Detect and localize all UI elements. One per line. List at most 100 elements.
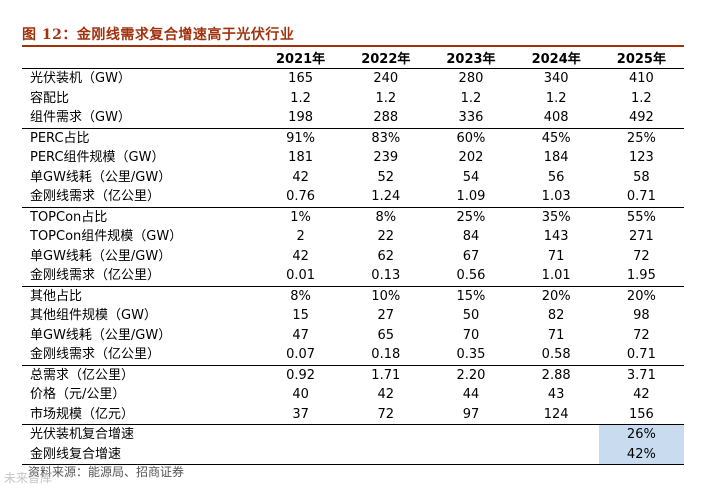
table-row: PERC占比 91% 83% 60% 45% 25% <box>22 128 684 148</box>
value-cell: 0.58 <box>513 345 599 366</box>
value-cell: 42 <box>292 248 309 264</box>
table-row: 金刚线需求（亿公里） 0.07 0.18 0.35 0.58 0.71 <box>22 345 684 366</box>
value-cell: 52 <box>377 169 395 185</box>
value-cell: 71 <box>547 327 565 343</box>
table-row: 单GW线耗（公里/GW） 47 65 70 71 72 <box>22 326 684 346</box>
value-cell: 1.03 <box>513 187 599 208</box>
value-cell: 43 <box>547 387 565 403</box>
value-cell: 340 <box>543 71 569 87</box>
value-cell: 184 <box>543 150 569 166</box>
table-row: TOPCon组件规模（GW） 2 22 84 143 271 <box>22 227 684 247</box>
value-cell: 67 <box>462 248 480 264</box>
value-cell: 202 <box>458 150 484 166</box>
value-cell <box>258 425 343 445</box>
table-row: TOPCon占比 1% 8% 25% 35% 55% <box>22 207 684 227</box>
table-row: 金刚线需求（亿公里） 0.01 0.13 0.56 1.01 1.95 <box>22 266 684 287</box>
value-cell: 1.2 <box>545 90 567 106</box>
table-row: 光伏装机复合增速 26% <box>22 424 684 445</box>
demand-table: 2021年 2022年 2023年 2024年 2025年 光伏装机（GW） 16… <box>22 47 684 465</box>
value-cell: 0.56 <box>428 266 514 287</box>
row-label: TOPCon占比 <box>30 209 108 225</box>
value-cell: 2 <box>296 229 305 245</box>
value-cell: 143 <box>543 229 569 245</box>
value-cell: 42 <box>377 387 395 403</box>
value-cell: 336 <box>428 108 514 129</box>
table-row: 组件需求（GW） 198 288 336 408 492 <box>22 108 684 129</box>
table-row: 市场规模（亿元） 37 72 97 124 156 <box>22 404 684 425</box>
value-cell: 288 <box>343 108 429 129</box>
value-cell <box>343 444 429 465</box>
table-row: 其他组件规模（GW） 15 27 50 82 98 <box>22 306 684 326</box>
header-row: 2021年 2022年 2023年 2024年 2025年 <box>22 47 684 69</box>
value-cell: 72 <box>633 248 650 264</box>
value-cell: 84 <box>462 229 480 245</box>
source-note: 资料来源：能源局、招商证券 <box>28 465 185 479</box>
row-label: 组件需求（GW） <box>22 108 258 129</box>
row-label: PERC组件规模（GW） <box>30 150 165 166</box>
value-cell: 239 <box>373 150 399 166</box>
row-label: 金刚线需求（亿公里） <box>22 345 258 366</box>
value-cell: 1.2 <box>290 90 311 106</box>
row-label: 单GW线耗（公里/GW） <box>30 327 172 343</box>
value-cell: 408 <box>513 108 599 129</box>
value-cell: 1.09 <box>428 187 514 208</box>
value-cell: 0.76 <box>258 187 344 208</box>
value-cell: 15 <box>292 308 309 324</box>
value-cell: 20% <box>541 288 571 304</box>
value-cell: 25% <box>456 209 486 225</box>
value-cell: 72 <box>343 404 429 425</box>
table-row: 单GW线耗（公里/GW） 42 62 67 71 72 <box>22 247 684 267</box>
value-cell: 60% <box>456 130 486 146</box>
value-cell: 25% <box>626 130 656 146</box>
value-cell: 181 <box>288 150 313 166</box>
value-cell: 1.01 <box>513 266 599 287</box>
row-label: 市场规模（亿元） <box>22 404 258 425</box>
value-cell: 1.2 <box>460 90 482 106</box>
value-cell: 15% <box>456 288 486 304</box>
value-cell: 72 <box>633 327 650 343</box>
value-cell: 10% <box>371 288 401 304</box>
value-cell: 0.71 <box>598 345 684 366</box>
value-cell: 26% <box>598 424 684 445</box>
row-label: 光伏装机复合增速 <box>30 427 135 443</box>
value-cell: 71 <box>547 248 565 264</box>
row-label: 总需求（亿公里） <box>30 367 135 383</box>
value-cell: 44 <box>462 387 480 403</box>
value-cell: 1.2 <box>375 90 397 106</box>
table-row: 总需求（亿公里） 0.92 1.71 2.20 2.88 3.71 <box>22 365 684 385</box>
value-cell: 47 <box>292 327 309 343</box>
row-label: 光伏装机（GW） <box>30 71 131 87</box>
value-cell <box>428 444 514 465</box>
value-cell <box>428 425 513 445</box>
value-cell: 3.71 <box>626 367 656 383</box>
row-label: 金刚线复合增速 <box>22 444 258 465</box>
value-cell: 240 <box>373 71 399 87</box>
table-row: 单GW线耗（公里/GW） 42 52 54 56 58 <box>22 168 684 188</box>
header-cell: 2025年 <box>598 47 684 69</box>
value-cell: 1.95 <box>598 266 684 287</box>
row-label: 其他占比 <box>30 288 83 304</box>
value-cell: 1% <box>290 209 311 225</box>
row-label: 其他组件规模（GW） <box>30 308 157 324</box>
value-cell: 58 <box>633 169 650 185</box>
value-cell: 54 <box>462 169 480 185</box>
value-cell <box>343 425 428 445</box>
value-cell: 27 <box>377 308 395 324</box>
header-cell: 2024年 <box>513 47 599 69</box>
value-cell: 37 <box>258 404 344 425</box>
row-label: 容配比 <box>30 90 70 106</box>
value-cell: 40 <box>292 387 309 403</box>
row-label: PERC占比 <box>30 130 90 146</box>
value-cell: 65 <box>377 327 395 343</box>
value-cell: 0.35 <box>428 345 514 366</box>
table-row: 光伏装机（GW） 165 240 280 340 410 <box>22 69 684 89</box>
value-cell: 70 <box>462 327 480 343</box>
value-cell: 20% <box>626 288 656 304</box>
value-cell: 55% <box>626 209 656 225</box>
row-label: 单GW线耗（公里/GW） <box>30 169 172 185</box>
table-row: PERC组件规模（GW） 181 239 202 184 123 <box>22 148 684 168</box>
value-cell: 42 <box>292 169 309 185</box>
value-cell: 0.71 <box>598 187 684 208</box>
value-cell: 2.88 <box>541 367 571 383</box>
value-cell: 0.01 <box>258 266 344 287</box>
